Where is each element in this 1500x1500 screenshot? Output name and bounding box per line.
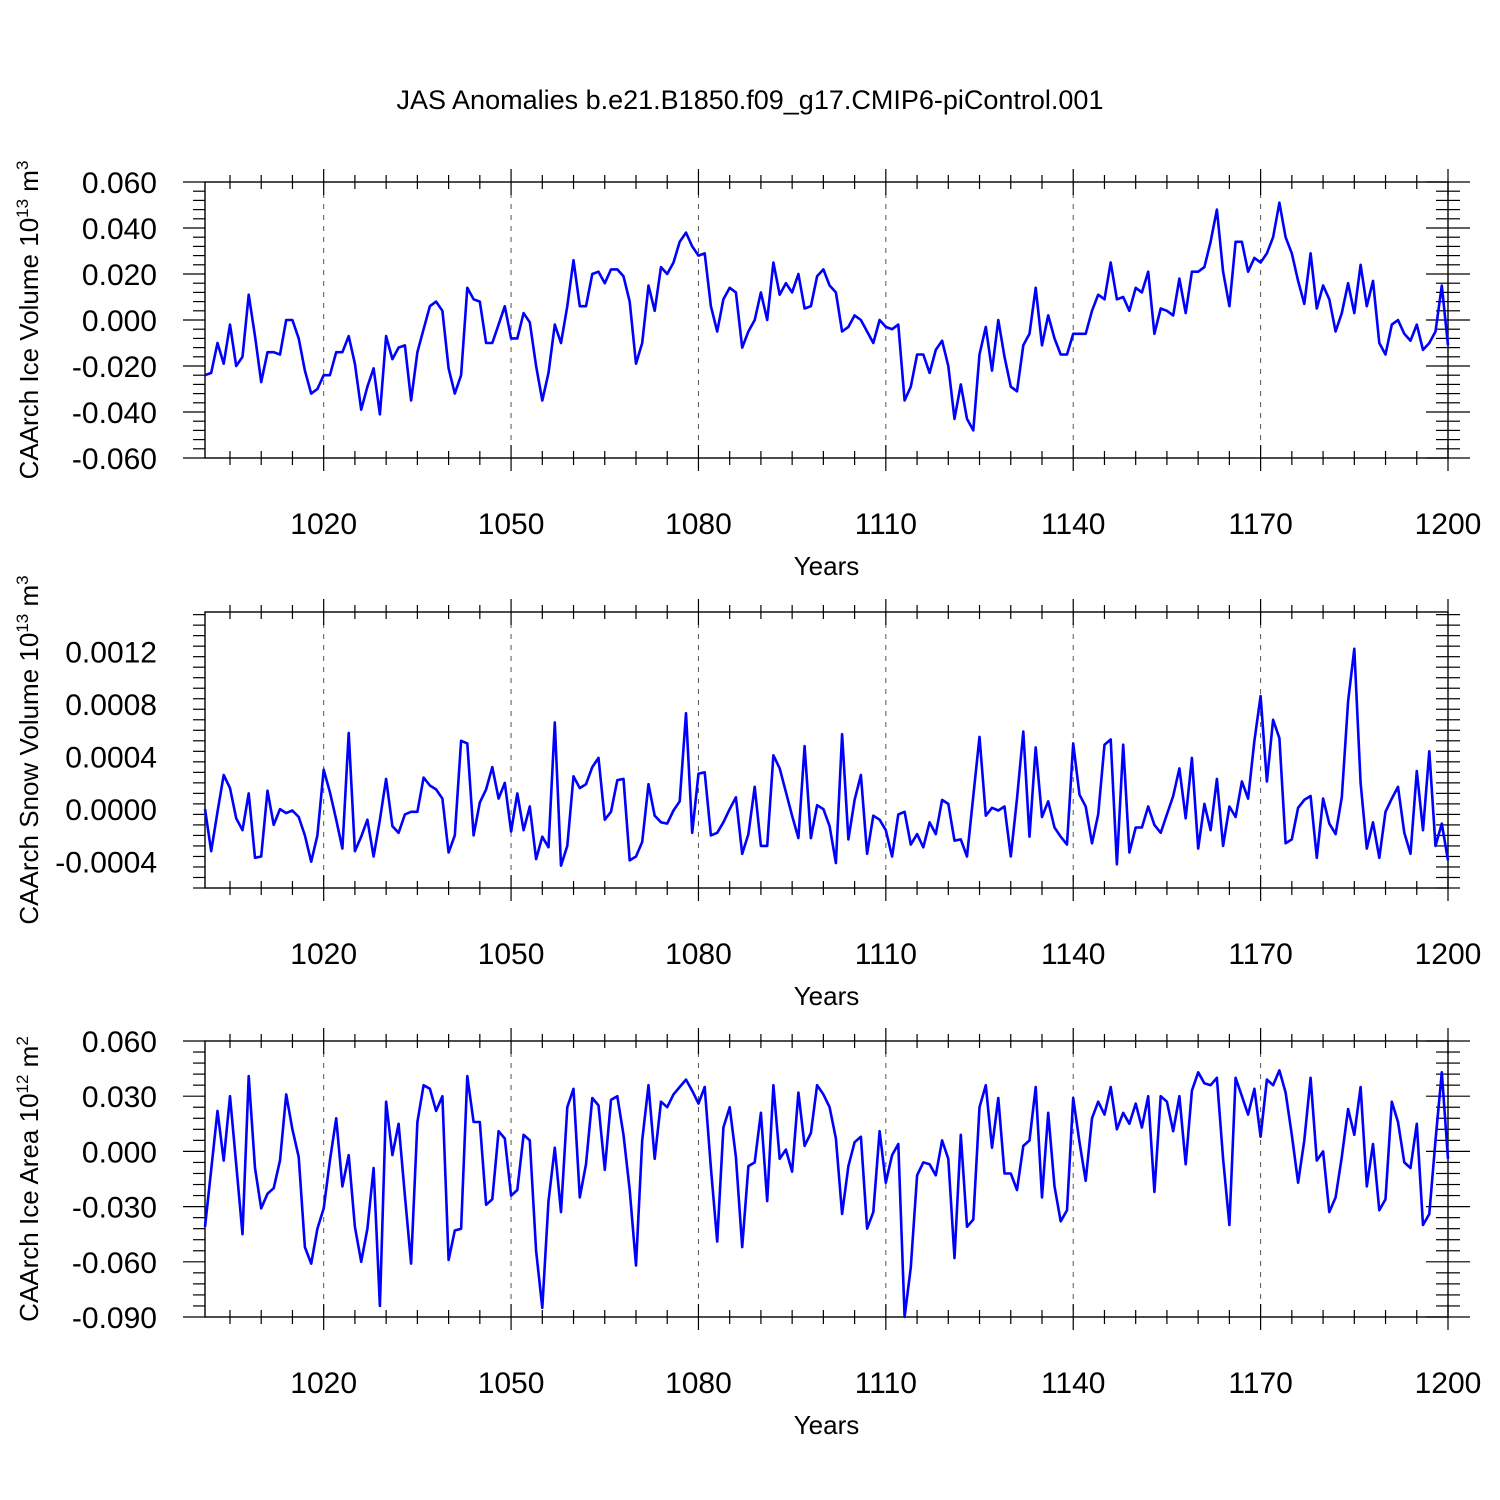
y-tick-label: 0.0000 — [65, 794, 157, 827]
y-tick-label: -0.030 — [72, 1192, 157, 1225]
series-line-ice-area — [203, 1069, 1450, 1319]
plot-frame — [204, 611, 1449, 889]
y-axis-label-exponent: 3 — [13, 161, 32, 170]
y-tick-label: 0.030 — [82, 1081, 157, 1114]
x-tick-label: 1170 — [1228, 1367, 1293, 1400]
x-tick-label: 1200 — [1415, 508, 1482, 541]
x-axis-label: Years — [794, 981, 860, 1011]
x-tick-label: 1080 — [665, 1367, 732, 1400]
y-axis-label-text: CAArch Ice Volume 10 — [14, 218, 44, 480]
y-tick-label: 0.0012 — [65, 636, 157, 669]
x-tick-label: 1050 — [478, 1367, 545, 1400]
x-tick-label: 1020 — [290, 1367, 357, 1400]
y-tick-label: -0.060 — [72, 443, 157, 476]
y-tick-label: 0.0008 — [65, 689, 157, 722]
y-tick-label: -0.060 — [72, 1247, 157, 1280]
y-tick-label: 0.040 — [82, 213, 157, 246]
x-tick-label: 1050 — [478, 508, 545, 541]
plot-frame — [204, 1040, 1449, 1318]
x-tick-label: 1020 — [290, 508, 357, 541]
x-tick-label: 1140 — [1041, 1367, 1106, 1400]
series-line-ice-volume — [204, 201, 1450, 432]
y-tick-label: 0.000 — [82, 1136, 157, 1169]
x-tick-label: 1200 — [1415, 938, 1482, 971]
y-axis-label-text: CAArch Ice Area 10 — [14, 1093, 44, 1321]
x-tick-label: 1200 — [1415, 1367, 1482, 1400]
x-tick-label: 1080 — [665, 508, 732, 541]
y-tick-label: -0.040 — [72, 397, 157, 430]
y-tick-label: 0.0004 — [65, 742, 157, 775]
series-line-snow-volume — [203, 647, 1450, 868]
y-tick-label: -0.090 — [72, 1302, 157, 1335]
x-axis-label: Years — [794, 1410, 860, 1440]
y-axis-label: CAArch Ice Volume 1013 m3 — [13, 161, 44, 480]
y-axis-label-text: m — [14, 1046, 44, 1075]
x-tick-label: 1110 — [855, 508, 917, 541]
y-axis-label-text: CAArch Snow Volume 10 — [14, 633, 44, 925]
panel-ice-area: 1020 1050 1080 1110 1140 1170 1200 Years -0.090 -… — [13, 1026, 1481, 1440]
y-axis-label-exponent: 3 — [13, 575, 32, 584]
plot-frame — [204, 181, 1449, 459]
y-axis-label-text: m — [14, 585, 44, 614]
y-axis-label: CAArch Snow Volume 1013 m3 — [13, 575, 44, 924]
x-tick-label: 1170 — [1228, 508, 1293, 541]
y-axis-label-exponent: 2 — [13, 1036, 32, 1045]
x-tick-label: 1020 — [290, 938, 357, 971]
x-tick-label: 1050 — [478, 938, 545, 971]
y-tick-label: -0.0004 — [55, 847, 157, 880]
x-tick-label: 1110 — [855, 1367, 917, 1400]
y-tick-label: -0.020 — [72, 351, 157, 384]
x-tick-label: 1170 — [1228, 938, 1293, 971]
x-axis-label: Years — [794, 551, 860, 581]
y-axis-label-exponent: 13 — [13, 199, 32, 218]
x-tick-label: 1080 — [665, 938, 732, 971]
y-axis-label-exponent: 12 — [13, 1075, 32, 1094]
x-tick-label: 1140 — [1041, 508, 1106, 541]
figure-title: JAS Anomalies b.e21.B1850.f09_g17.CMIP6-… — [397, 85, 1104, 115]
y-axis-label-exponent: 13 — [13, 614, 32, 633]
y-tick-label: 0.020 — [82, 259, 157, 292]
y-axis-label-text: m — [14, 170, 44, 199]
y-tick-label: 0.060 — [82, 1026, 157, 1059]
x-tick-label: 1110 — [855, 938, 917, 971]
x-tick-label: 1140 — [1041, 938, 1106, 971]
y-axis-label: CAArch Ice Area 1012 m2 — [13, 1036, 44, 1322]
y-tick-label: 0.060 — [82, 167, 157, 200]
panel-snow-volume: 1020 1050 1080 1110 1140 1170 1200 Years -0.0004… — [13, 575, 1481, 1011]
y-tick-label: 0.000 — [82, 305, 157, 338]
panel-ice-volume: 1020 1050 1080 1110 1140 1170 1200 Years -0.060 -… — [13, 161, 1481, 581]
